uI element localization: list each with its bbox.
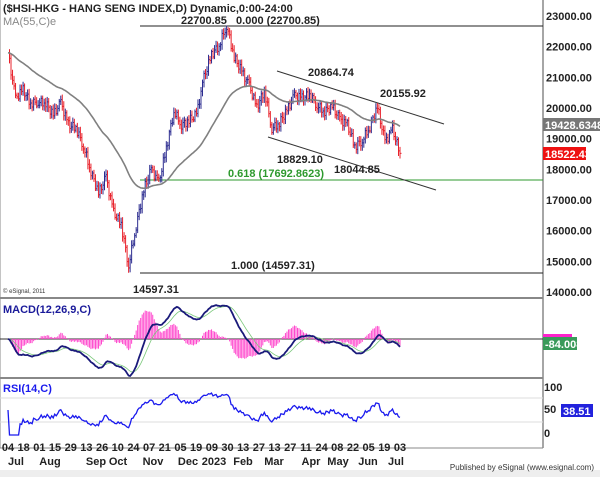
x-tick-day: 19 bbox=[190, 442, 202, 454]
x-tick-day: 13 bbox=[268, 442, 280, 454]
price-tick: 14000.00 bbox=[546, 287, 592, 299]
x-tick-month: Aug bbox=[39, 456, 60, 468]
low2-label: 18044.85 bbox=[334, 164, 380, 176]
macd-hist-tag bbox=[543, 334, 572, 337]
x-tick-day: 08 bbox=[331, 442, 343, 454]
x-tick-day: 03 bbox=[394, 442, 406, 454]
rsi-label: RSI(14,C) bbox=[3, 383, 52, 395]
price-tick: 16000.00 bbox=[546, 226, 592, 238]
x-tick-day: 11 bbox=[300, 442, 312, 454]
channel-upper-line[interactable] bbox=[276, 70, 445, 125]
x-tick-day: 15 bbox=[49, 442, 61, 454]
x-tick-day: 18 bbox=[18, 442, 30, 454]
x-tick-month: Jul bbox=[8, 456, 24, 468]
rsi-line bbox=[7, 392, 401, 436]
ma-label: MA(55,C)e bbox=[3, 16, 56, 28]
x-tick-month: Nov bbox=[143, 456, 165, 468]
price-tick: 17000.00 bbox=[546, 195, 592, 207]
x-tick-day: 29 bbox=[65, 442, 77, 454]
x-tick-day: 24 bbox=[315, 442, 328, 454]
fib-618-label: 0.618 (17692.8623) bbox=[228, 168, 324, 180]
x-tick-month: Sep bbox=[86, 456, 106, 468]
fib-1-label: 1.000 (14597.31) bbox=[231, 260, 315, 272]
last-tag-bg bbox=[543, 147, 586, 160]
ma-line bbox=[7, 52, 401, 190]
x-tick-day: 27 bbox=[284, 442, 296, 454]
x-tick-month: Jul bbox=[388, 456, 404, 468]
x-tick-day: 30 bbox=[221, 442, 233, 454]
x-tick-month: Feb bbox=[233, 456, 253, 468]
x-tick-day: 04 bbox=[2, 442, 15, 454]
published-by: Published by eSignal (www.esignal.com) bbox=[449, 463, 594, 472]
x-tick-month: Apr bbox=[302, 456, 322, 468]
rsi-tick-50: 50 bbox=[544, 404, 556, 416]
price-tick: 22000.00 bbox=[546, 42, 592, 54]
x-tick-month: May bbox=[327, 456, 349, 468]
copyright: © eSignal, 2011 bbox=[3, 288, 46, 295]
x-tick-day: 24 bbox=[127, 442, 140, 454]
rsi-tick-0: 0 bbox=[544, 428, 550, 440]
x-tick-day: 22 bbox=[347, 442, 359, 454]
high2-label: 20155.92 bbox=[380, 88, 426, 100]
x-tick-month: Dec bbox=[178, 456, 198, 468]
price-tick: 19000.00 bbox=[546, 134, 592, 146]
price-tick: 23000.00 bbox=[546, 11, 592, 23]
x-tick-month: Jun bbox=[358, 456, 378, 468]
x-tick-day: 10 bbox=[112, 442, 124, 454]
fib-0-label: 22700.85 0.000 (22700.85) bbox=[181, 15, 320, 27]
x-axis-days: 04 18 01 15 29 13 26 10 24 07 21 05 19 09 30 13 27 13 27 11… bbox=[2, 442, 406, 454]
rsi-tick-100: 100 bbox=[544, 382, 562, 394]
chart-title: ($HSI-HKG - HANG SENG INDEX,D) Dynamic,0… bbox=[3, 3, 293, 15]
x-tick-day: 26 bbox=[96, 442, 108, 454]
x-tick-month: 2023 bbox=[202, 456, 226, 468]
price-tick: 15000.00 bbox=[546, 256, 592, 268]
price-axis: 23000.00 22000.00 21000.00 20000.00 19000.00… bbox=[546, 11, 592, 299]
macd-value-tag: -84.008 bbox=[545, 339, 582, 351]
ma-tag: 19428.6348 bbox=[545, 120, 600, 132]
price-tick: 18000.00 bbox=[546, 164, 592, 176]
price-tick: 20000.00 bbox=[546, 103, 592, 115]
x-tick-day: 01 bbox=[33, 442, 45, 454]
x-tick-day: 13 bbox=[80, 442, 92, 454]
x-tick-day: 05 bbox=[363, 442, 375, 454]
footer bbox=[0, 470, 600, 477]
macd-tag-bg bbox=[543, 337, 577, 350]
last-price-tag: 18522.43 bbox=[545, 149, 591, 161]
price-tick: 21000.00 bbox=[546, 72, 592, 84]
bottom-label: 14597.31 bbox=[133, 284, 179, 296]
x-tick-day: 13 bbox=[237, 442, 249, 454]
x-tick-day: 07 bbox=[143, 442, 155, 454]
x-tick-day: 21 bbox=[159, 442, 171, 454]
x-tick-day: 19 bbox=[378, 442, 390, 454]
ma-tag-bg bbox=[543, 118, 600, 131]
x-tick-day: 05 bbox=[174, 442, 186, 454]
high-label: 20864.74 bbox=[308, 67, 355, 79]
x-tick-day: 09 bbox=[206, 442, 218, 454]
x-tick-month: Oct bbox=[109, 456, 128, 468]
x-tick-month: Mar bbox=[264, 456, 284, 468]
channel-lower-line[interactable] bbox=[267, 136, 437, 191]
macd-line bbox=[7, 304, 401, 378]
x-axis-months: Jul Aug Sep Oct Nov Dec 2023 Feb Mar Apr May Jun Jul bbox=[8, 456, 404, 468]
price-bars bbox=[9, 25, 402, 273]
rsi-tag-bg bbox=[561, 404, 593, 417]
macd-label: MACD(12,26,9,C) bbox=[3, 304, 91, 316]
x-tick-day: 27 bbox=[253, 442, 265, 454]
low1-label: 18829.10 bbox=[277, 154, 323, 166]
rsi-value-tag: 38.51 bbox=[563, 406, 591, 418]
macd-histogram bbox=[9, 310, 401, 359]
